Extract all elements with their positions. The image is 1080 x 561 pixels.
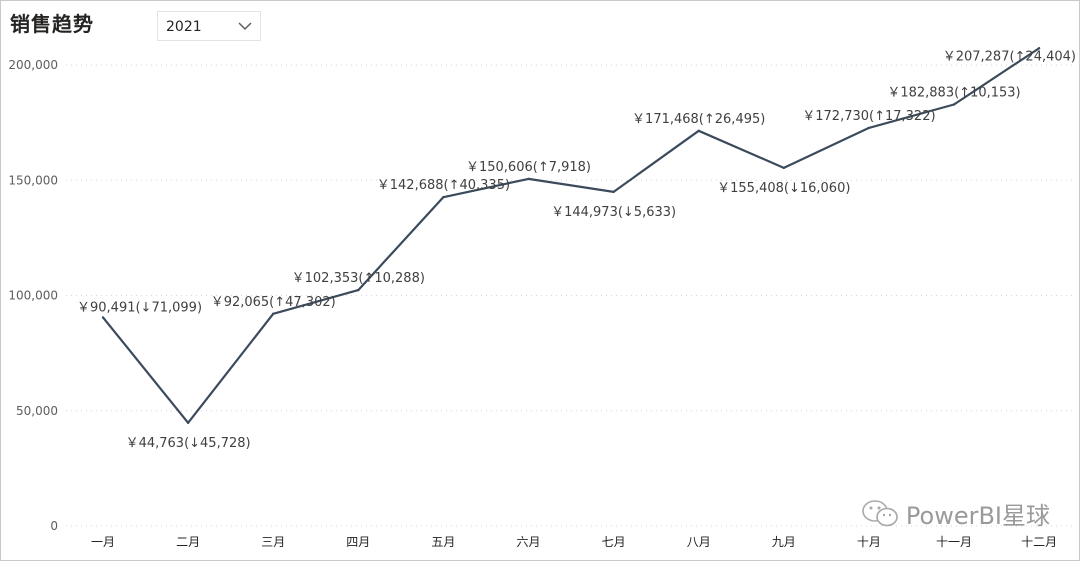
- x-tick-label: 十月: [857, 535, 881, 549]
- data-label: ￥142,688(↑40,335): [377, 178, 510, 193]
- sales-series-line: [102, 47, 1040, 424]
- y-tick-label: 0: [50, 519, 58, 533]
- data-label: ￥44,763(↓45,728): [126, 436, 251, 451]
- data-label: ￥207,287(↑24,404): [943, 49, 1076, 64]
- x-tick-label: 六月: [516, 535, 540, 549]
- x-tick-label: 十一月: [936, 535, 972, 549]
- data-label: ￥171,468(↑26,495): [632, 112, 765, 127]
- data-point: [782, 166, 785, 170]
- x-tick-label: 八月: [687, 535, 711, 549]
- data-point: [867, 126, 871, 130]
- data-point: [1037, 47, 1041, 50]
- data-point: [527, 177, 530, 181]
- data-label: ￥155,408(↓16,060): [717, 181, 850, 196]
- x-tick-label: 五月: [431, 535, 455, 549]
- data-label: ￥102,353(↑10,288): [292, 271, 425, 286]
- data-point: [952, 103, 956, 106]
- data-point: [442, 195, 445, 199]
- year-dropdown-value: 2021: [166, 19, 202, 35]
- x-tick-label: 九月: [772, 535, 796, 549]
- data-label: ￥144,973(↓5,633): [551, 205, 676, 220]
- data-point: [612, 190, 615, 194]
- chevron-down-icon: [238, 22, 252, 31]
- data-label: ￥92,065(↑47,302): [211, 295, 336, 310]
- data-point: [272, 312, 275, 316]
- year-dropdown[interactable]: 2021: [157, 11, 261, 41]
- data-point: [357, 288, 360, 292]
- x-tick-label: 三月: [261, 535, 285, 549]
- x-tick-label: 四月: [346, 535, 370, 549]
- watermark: PowerBI星球: [860, 496, 1050, 531]
- data-label: ￥172,730(↑17,322): [802, 109, 935, 124]
- watermark-text: PowerBI星球: [905, 502, 1050, 530]
- y-tick-label: 200,000: [8, 58, 58, 72]
- y-tick-label: 100,000: [8, 289, 58, 303]
- data-point: [186, 421, 190, 425]
- wechat-icon: [862, 499, 898, 526]
- data-point: [697, 129, 700, 133]
- chart-title: 销售趋势: [10, 12, 94, 36]
- data-point: [101, 316, 105, 319]
- data-label: ￥182,883(↑10,153): [887, 85, 1020, 100]
- x-tick-label: 二月: [176, 535, 200, 549]
- y-tick-label: 150,000: [8, 173, 58, 187]
- data-label: ￥150,606(↑7,918): [466, 160, 591, 175]
- data-label: ￥90,491(↓71,099): [77, 300, 202, 315]
- x-tick-label: 七月: [602, 535, 626, 549]
- y-tick-label: 50,000: [16, 404, 58, 418]
- x-tick-label: 十二月: [1021, 535, 1057, 549]
- x-tick-label: 一月: [91, 535, 115, 549]
